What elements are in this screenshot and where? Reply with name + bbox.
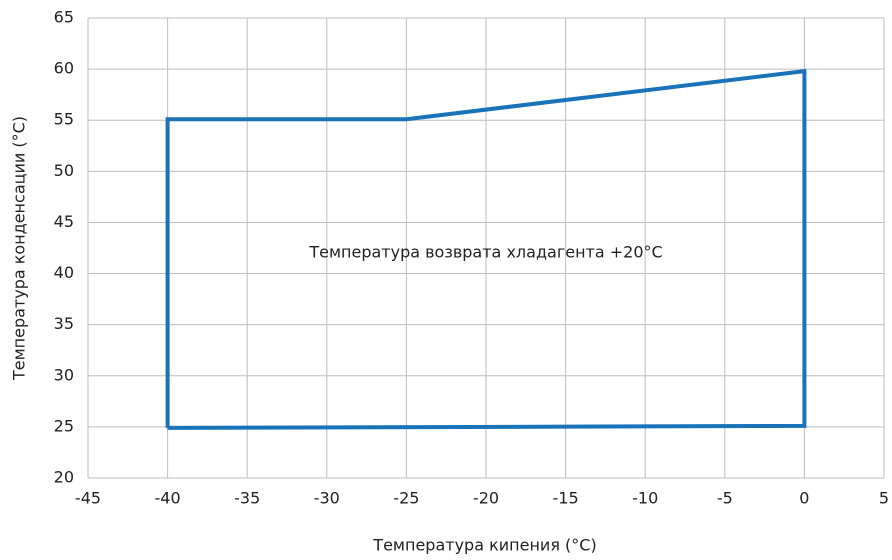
annotation: Температура возврата хладагента +20°C [308, 243, 662, 262]
x-tick-label: -5 [717, 489, 733, 508]
x-tick-label: 0 [799, 489, 809, 508]
x-tick-label: -20 [473, 489, 499, 508]
y-axis-label: Температура конденсации (°C) [10, 116, 29, 381]
x-tick-label: 5 [879, 489, 889, 508]
x-tick-label: -30 [314, 489, 340, 508]
x-tick-label: -35 [234, 489, 260, 508]
y-tick-label: 60 [54, 59, 74, 78]
y-tick-label: 50 [54, 161, 74, 180]
y-tick-label: 45 [54, 212, 74, 231]
y-tick-label: 20 [54, 468, 74, 487]
x-tick-label: -45 [75, 489, 101, 508]
y-tick-label: 30 [54, 365, 74, 384]
x-axis-label: Температура кипения (°C) [372, 536, 596, 555]
y-tick-label: 55 [54, 110, 74, 129]
x-tick-label: -40 [155, 489, 181, 508]
y-tick-label: 40 [54, 263, 74, 282]
x-tick-label: -10 [632, 489, 658, 508]
x-tick-label: -15 [553, 489, 579, 508]
x-tick-label: -25 [393, 489, 419, 508]
y-tick-label: 35 [54, 314, 74, 333]
y-tick-label: 65 [54, 8, 74, 27]
envelope-line [165, 68, 807, 430]
y-tick-label: 25 [54, 416, 74, 435]
